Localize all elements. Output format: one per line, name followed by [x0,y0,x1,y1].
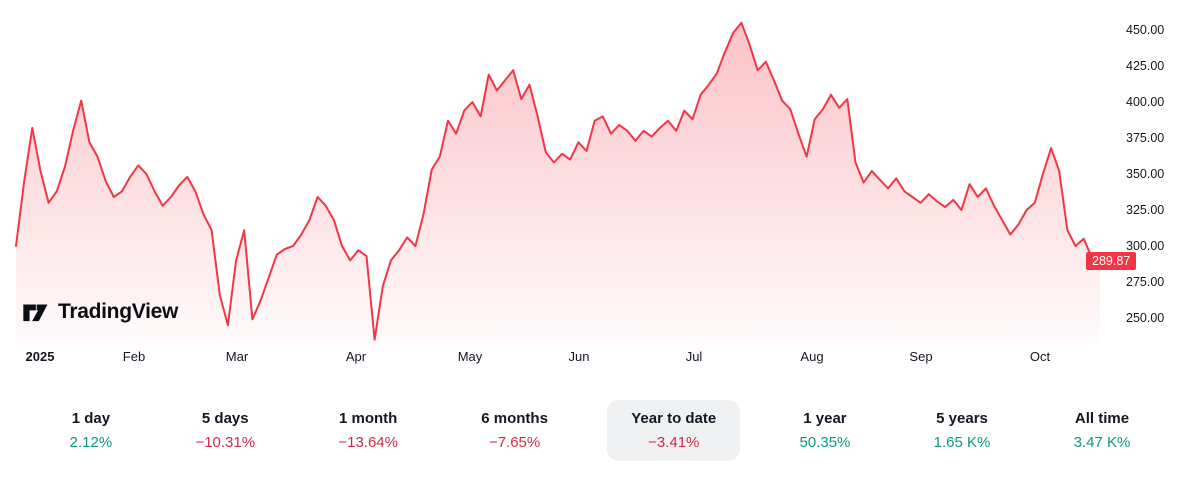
x-axis-label: Jun [568,349,590,364]
price-chart[interactable]: 450.00 425.00 400.00 375.00 350.00 325.00 300.… [0,0,1200,372]
period-1-month[interactable]: 1 month −13.64% [314,400,422,461]
y-axis-label: 375.00 [1126,131,1165,145]
period-1-year[interactable]: 1 year 50.35% [776,400,875,461]
period-label: 1 day [71,409,111,427]
price-line [15,21,1101,341]
period-label: Year to date [631,409,717,427]
x-axis-label: Jul [685,349,703,364]
period-all-time[interactable]: All time 3.47 K% [1050,400,1155,461]
period-change: 3.47 K% [1073,433,1131,451]
period-performance-row: 1 day 2.12% 5 days −10.31% 1 month −13.64% 6 m… [0,392,1200,468]
y-axis-label: 300.00 [1126,239,1165,253]
x-axis-label: 2025 [25,349,55,364]
period-5-years[interactable]: 5 years 1.65 K% [910,400,1015,461]
y-axis[interactable]: 450.00 425.00 400.00 375.00 350.00 325.00 300.… [1120,0,1200,345]
tradingview-logo-icon [23,304,48,322]
period-change: −3.41% [648,433,700,451]
period-change: 1.65 K% [933,433,991,451]
tradingview-logo-text: TradingView [58,300,179,323]
period-change: 50.35% [799,433,851,451]
x-axis-label: Feb [122,349,146,364]
y-axis-label: 250.00 [1126,311,1165,325]
period-label: All time [1074,409,1130,427]
x-axis-label: Oct [1029,349,1051,364]
y-axis-label: 425.00 [1126,59,1165,73]
y-axis-label: 350.00 [1126,167,1165,181]
period-5-days[interactable]: 5 days −10.31% [171,400,279,461]
last-price-badge: 289.87 [1086,251,1137,270]
period-label: 1 year [803,409,847,427]
period-change: −10.31% [195,433,256,451]
period-1-day[interactable]: 1 day 2.12% [46,400,137,461]
y-axis-label: 400.00 [1126,95,1165,109]
period-change: −7.65% [488,433,541,451]
x-axis-label: Apr [345,349,367,364]
price-area-fill [16,22,1100,345]
x-axis-label: Aug [800,349,824,364]
y-axis-label: 275.00 [1126,275,1165,289]
x-axis-label: Mar [225,349,249,364]
period-change: 2.12% [69,433,113,451]
period-change: −13.64% [338,433,398,451]
period-label: 5 days [201,409,249,427]
period-label: 1 month [338,409,398,427]
period-year-to-date[interactable]: Year to date −3.41% [607,399,741,461]
y-axis-label: 325.00 [1126,203,1165,217]
y-axis-label: 450.00 [1126,23,1165,37]
last-price-value: 289.87 [1092,253,1131,268]
x-axis[interactable]: 2025 Feb Mar Apr May Jun Jul Aug Sep Oct [0,349,1112,371]
period-6-months[interactable]: 6 months −7.65% [457,400,572,461]
period-label: 6 months [481,409,548,427]
tradingview-logo[interactable]: TradingView [20,297,178,327]
x-axis-label: Sep [909,349,933,364]
price-chart-svg [15,21,1101,345]
period-label: 5 years [936,409,988,427]
x-axis-label: May [457,349,483,364]
